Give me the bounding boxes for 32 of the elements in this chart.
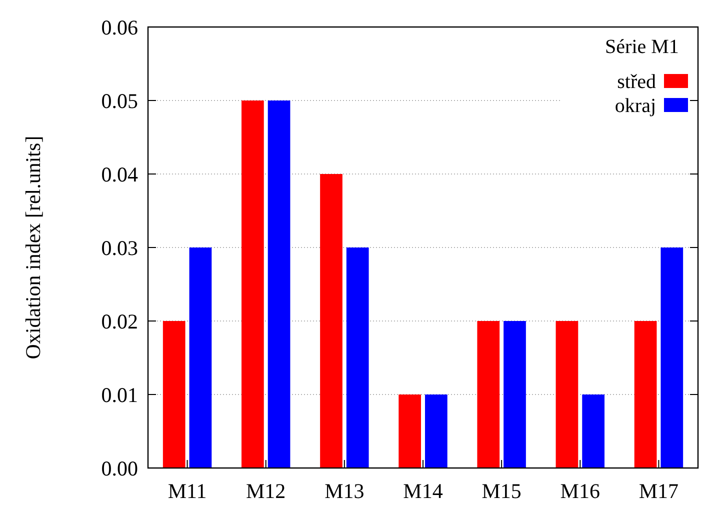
bar [346,248,369,468]
bar [162,321,186,468]
x-tick-label: M14 [403,479,444,503]
legend-label: střed [617,71,656,93]
x-tick-label: M12 [246,479,286,503]
legend-label: okraj [614,95,656,117]
bar [582,394,604,468]
y-tick-label: 0.02 [101,309,138,334]
bar [634,321,657,468]
bar [242,100,264,468]
y-tick-label: 0.00 [101,456,138,480]
y-tick-label: 0.04 [101,162,138,186]
bar [189,248,212,468]
y-tick-label: 0.06 [101,15,138,40]
legend-title: Série M1 [605,36,679,58]
bar [556,321,578,468]
x-tick-label: M15 [482,479,522,503]
y-tick-label: 0.03 [101,236,138,260]
y-axis-title: Oxidation index [rel.units] [21,136,45,360]
x-tick-label: M16 [560,479,600,503]
bar [504,321,526,468]
bar [268,100,290,468]
y-tick-label: 0.05 [101,88,138,113]
bar [477,321,500,468]
x-tick-label: M17 [638,479,679,503]
bar [660,248,684,468]
bar [320,174,342,468]
bar [425,394,448,468]
y-tick-label: 0.01 [101,382,138,407]
x-tick-label: M11 [168,479,207,503]
x-tick-label: M13 [324,479,364,503]
bar [398,394,421,468]
